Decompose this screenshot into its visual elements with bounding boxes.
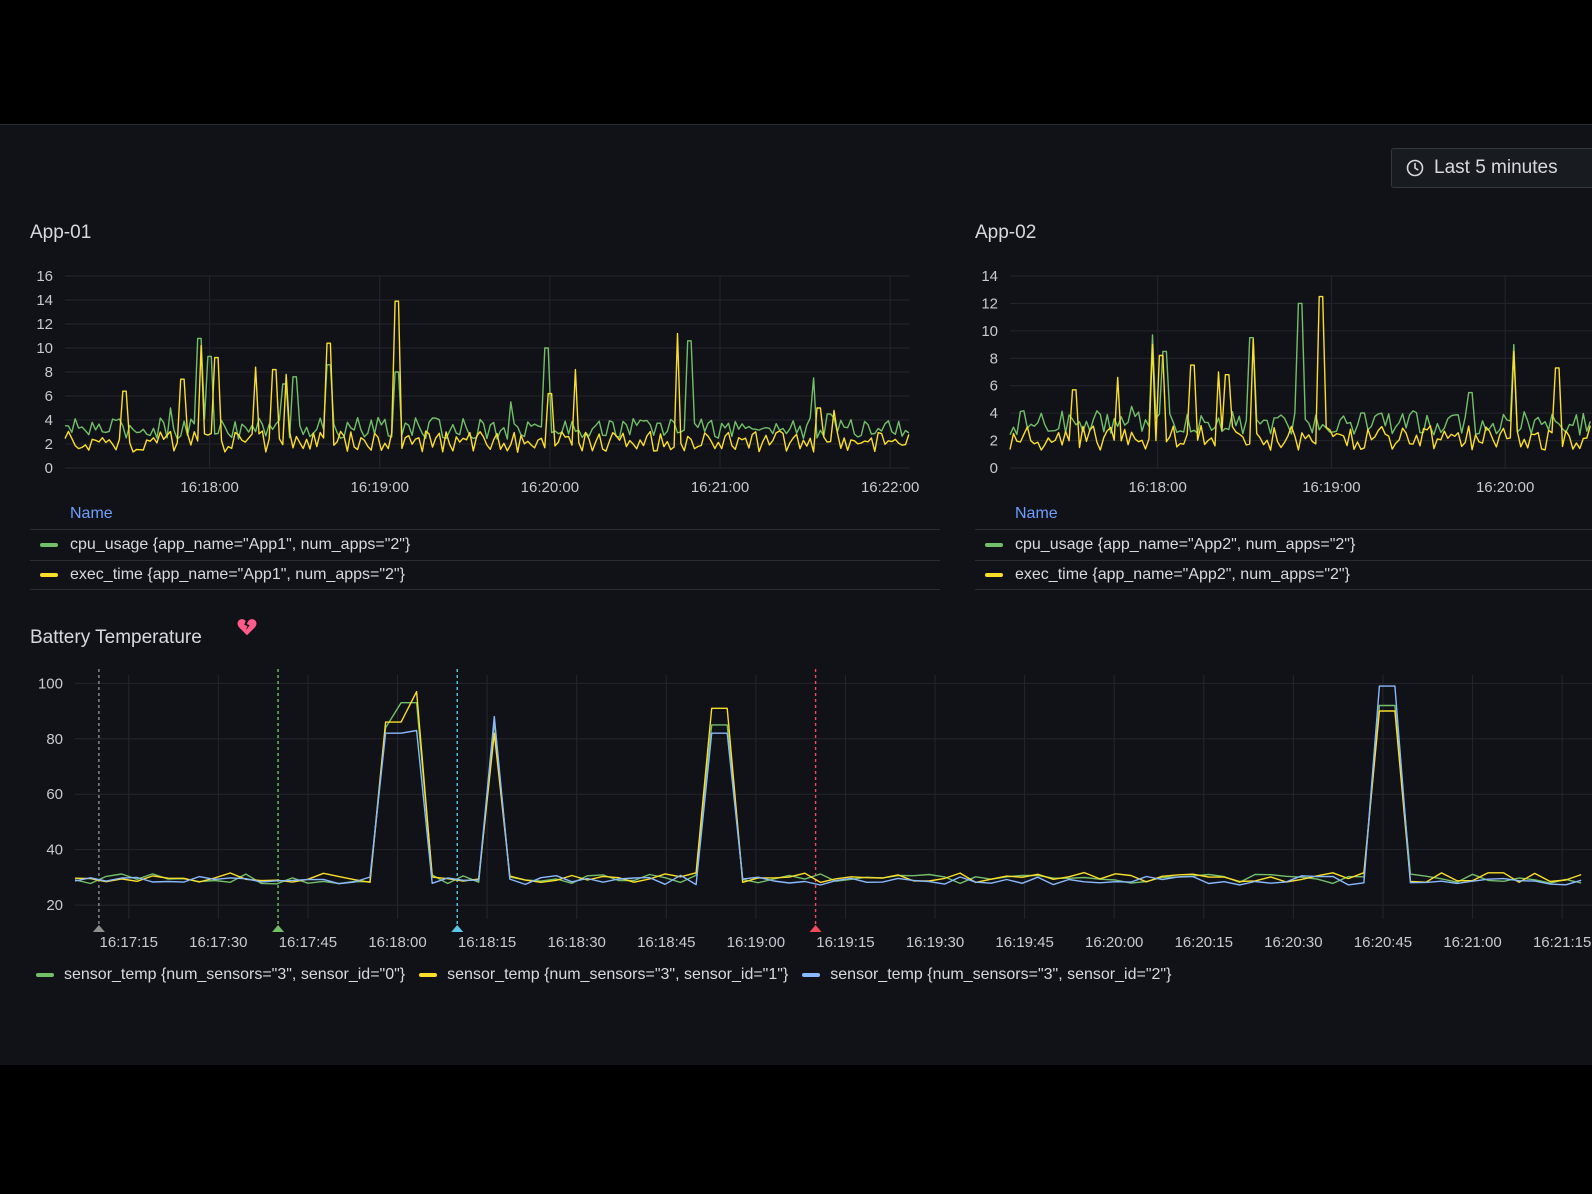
x-tick-label: 16:20:00 [521, 479, 579, 496]
legend-label: sensor_temp {num_sensors="3", sensor_id=… [830, 966, 1172, 983]
legend-item-exec-app01[interactable]: exec_time {app_name="App1", num_apps="2"… [30, 560, 940, 590]
series-line[interactable] [74, 690, 1582, 884]
legend-swatch [802, 973, 821, 977]
y-tick-label: 4 [990, 405, 998, 422]
y-tick-label: 40 [46, 842, 63, 859]
y-tick-label: 0 [990, 460, 998, 477]
legend-swatch [40, 573, 58, 577]
time-range-label: Last 5 minutes [1434, 157, 1558, 178]
y-tick-label: 8 [990, 350, 998, 367]
annotation-marker[interactable] [92, 925, 105, 932]
x-tick-label: 16:22:00 [861, 479, 919, 496]
x-tick-label: 16:19:00 [1302, 479, 1360, 496]
legend-item-cpu-app01[interactable]: cpu_usage {app_name="App1", num_apps="2"… [30, 529, 940, 559]
legend-item-sensor-1[interactable]: sensor_temp {num_sensors="3", sensor_id=… [419, 966, 788, 984]
y-tick-label: 12 [36, 316, 53, 333]
y-tick-label: 2 [45, 436, 53, 453]
y-tick-label: 60 [46, 786, 63, 803]
annotation-marker[interactable] [272, 925, 285, 932]
x-tick-label: 16:18:30 [547, 934, 605, 951]
x-tick-label: 16:21:15 [1533, 934, 1591, 951]
panel-title-battery: Battery Temperature [30, 627, 202, 648]
y-tick-label: 0 [45, 460, 53, 477]
y-tick-label: 80 [46, 731, 63, 748]
annotation-marker[interactable] [451, 925, 464, 932]
legend-header-app02[interactable]: Name [1015, 505, 1058, 522]
series-line[interactable] [1009, 302, 1591, 436]
legend-swatch [40, 542, 58, 547]
y-tick-label: 6 [990, 378, 998, 395]
legend-swatch [36, 973, 54, 977]
chart-app02: 0 2 4 6 8 10 12 14 16:18:00 16:19:00 16:20:00 [981, 268, 1592, 496]
chart-battery: 20 40 60 80 100 16:17:15 16:17:30 16:17:45 16:18… [38, 669, 1592, 951]
x-tick-label: 16:19:00 [351, 479, 409, 496]
x-tick-label: 16:20:15 [1175, 934, 1233, 951]
legend-item-exec-app02[interactable]: exec_time {app_name="App2", num_apps="2"… [975, 560, 1592, 590]
legend-item-sensor-0[interactable]: sensor_temp {num_sensors="3", sensor_id=… [36, 966, 405, 984]
y-tick-label: 14 [981, 268, 998, 285]
legend-item-cpu-app02[interactable]: cpu_usage {app_name="App2", num_apps="2"… [975, 529, 1592, 559]
y-tick-label: 20 [46, 897, 63, 914]
legend-swatch [985, 542, 1003, 547]
y-tick-label: 2 [990, 433, 998, 450]
dashboard: Last 5 minutes App-01 0 2 4 6 8 10 12 14 16 16:18… [0, 124, 1592, 1065]
x-tick-label: 16:18:15 [458, 934, 516, 951]
x-tick-label: 16:21:00 [691, 479, 749, 496]
y-tick-label: 100 [38, 675, 63, 692]
panel-title-app01: App-01 [30, 222, 92, 243]
y-tick-label: 14 [36, 292, 53, 309]
y-tick-label: 10 [36, 340, 53, 357]
x-tick-label: 16:18:00 [368, 934, 426, 951]
y-tick-label: 8 [45, 364, 53, 381]
x-tick-label: 16:21:00 [1443, 934, 1501, 951]
annotation-marker[interactable] [809, 925, 822, 932]
x-tick-label: 16:20:45 [1354, 934, 1412, 951]
panel-title-app02: App-02 [975, 222, 1037, 243]
legend-label: cpu_usage {app_name="App2", num_apps="2"… [1015, 535, 1356, 553]
series-line[interactable] [74, 702, 1582, 885]
legend-battery: sensor_temp {num_sensors="3", sensor_id=… [36, 966, 1171, 984]
y-tick-label: 6 [45, 388, 53, 405]
legend-header-app01[interactable]: Name [70, 505, 113, 522]
broken-heart-icon[interactable] [236, 616, 258, 638]
x-tick-label: 16:19:30 [906, 934, 964, 951]
x-tick-label: 16:20:30 [1264, 934, 1322, 951]
x-tick-label: 16:18:45 [637, 934, 695, 951]
y-tick-label: 10 [981, 323, 998, 340]
legend-swatch [985, 573, 1003, 577]
x-tick-label: 16:18:00 [1128, 479, 1186, 496]
series-line[interactable] [74, 685, 1582, 886]
y-tick-label: 16 [36, 268, 53, 285]
x-tick-label: 16:19:15 [816, 934, 874, 951]
legend-swatch [419, 973, 438, 977]
x-tick-label: 16:19:00 [727, 934, 785, 951]
x-tick-label: 16:18:00 [180, 479, 238, 496]
x-tick-label: 16:20:00 [1476, 479, 1534, 496]
series-line[interactable] [1009, 295, 1591, 451]
legend-label: cpu_usage {app_name="App1", num_apps="2"… [70, 535, 411, 553]
x-tick-label: 16:17:30 [189, 934, 247, 951]
chart-app01: 0 2 4 6 8 10 12 14 16 16:18:00 16:19:00 16:20:00 16:… [36, 268, 919, 496]
series-line[interactable] [64, 300, 910, 453]
legend-label: sensor_temp {num_sensors="3", sensor_id=… [64, 966, 406, 983]
legend-item-sensor-2[interactable]: sensor_temp {num_sensors="3", sensor_id=… [802, 966, 1171, 984]
legend-label: sensor_temp {num_sensors="3", sensor_id=… [447, 966, 789, 983]
x-tick-label: 16:17:15 [100, 934, 158, 951]
x-tick-label: 16:20:00 [1085, 934, 1143, 951]
x-tick-label: 16:19:45 [995, 934, 1053, 951]
clock-icon [1406, 159, 1424, 177]
legend-label: exec_time {app_name="App2", num_apps="2"… [1015, 566, 1350, 583]
time-range-picker[interactable]: Last 5 minutes [1391, 148, 1592, 188]
x-tick-label: 16:17:45 [279, 934, 337, 951]
y-tick-label: 12 [981, 295, 998, 312]
legend-label: exec_time {app_name="App1", num_apps="2"… [70, 566, 405, 583]
y-tick-label: 4 [45, 412, 53, 429]
series-line[interactable] [64, 337, 910, 440]
